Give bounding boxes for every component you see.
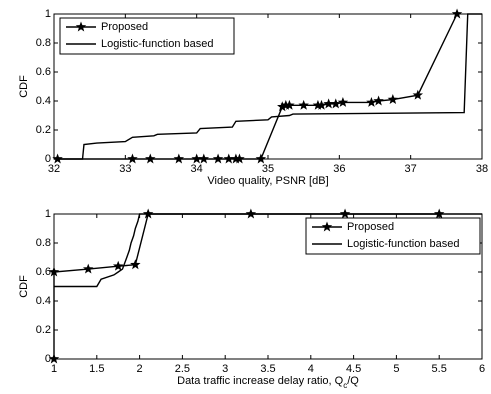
star-marker (451, 8, 463, 19)
star-marker (316, 99, 327, 110)
x-tick-label: 32 (48, 163, 60, 175)
star-marker (323, 98, 334, 109)
star-marker (373, 95, 384, 106)
star-marker (337, 96, 349, 107)
y-tick-label: 0.8 (36, 37, 51, 49)
legend-label: Logistic-function based (101, 38, 214, 50)
x-tick-label: 38 (476, 163, 488, 175)
legend-box (305, 217, 481, 255)
x-axis-label-part: /Q (347, 375, 359, 387)
star-marker (145, 153, 156, 164)
series-line (54, 213, 482, 288)
x-axis-label: Data traffic increase delay ratio, Qc/Q (177, 375, 359, 390)
x-tick-label: 37 (405, 163, 417, 175)
star-marker (330, 98, 341, 109)
star-marker (387, 94, 399, 104)
y-tick-label: 0 (45, 353, 51, 365)
x-tick-label: 5 (393, 363, 399, 375)
x-tick-label: 35 (262, 163, 274, 175)
star-marker (127, 153, 138, 164)
star-marker (366, 96, 377, 107)
x-tick-label: 36 (333, 163, 345, 175)
legend-label: Proposed (347, 221, 394, 233)
star-marker (412, 89, 424, 100)
x-tick-label: 5.5 (432, 363, 447, 375)
y-tick-label: 0.2 (36, 124, 51, 136)
legend-label: Proposed (101, 21, 148, 33)
x-tick-label: 4.5 (346, 363, 361, 375)
y-axis-label: CDF (18, 275, 30, 298)
star-marker (298, 99, 309, 110)
star-marker (48, 353, 60, 364)
legend-label: Logistic-function based (347, 238, 460, 250)
x-tick-label: 1 (51, 363, 57, 375)
x-tick-label: 4 (308, 363, 314, 375)
legend-marker (321, 221, 333, 232)
y-tick-label: 0.2 (36, 324, 51, 336)
x-tick-label: 2.5 (175, 363, 190, 375)
star-marker (212, 153, 224, 164)
star-marker (223, 153, 234, 164)
y-tick-label: 0.8 (36, 237, 51, 249)
star-marker (191, 153, 202, 164)
y-tick-label: 1 (45, 208, 51, 220)
star-marker (112, 260, 124, 271)
star-marker (277, 101, 288, 112)
x-axis-label: Video quality, PSNR [dB] (207, 175, 328, 187)
star-marker (284, 99, 295, 110)
star-marker (198, 153, 210, 164)
y-tick-label: 1 (45, 8, 51, 20)
series-line (54, 13, 482, 160)
x-tick-label: 34 (191, 163, 203, 175)
x-tick-label: 6 (479, 363, 485, 375)
legend-box (59, 17, 235, 55)
y-tick-label: 0.6 (36, 266, 51, 278)
x-tick-label: 2 (137, 363, 143, 375)
y-tick-label: 0.4 (36, 295, 51, 307)
y-axis-label: CDF (18, 75, 30, 98)
x-axis-label-part: Data traffic increase delay ratio, Q (177, 375, 344, 387)
x-axis-label-part: c (343, 381, 347, 390)
x-tick-label: 1.5 (89, 363, 104, 375)
star-marker (130, 259, 141, 270)
star-marker (234, 153, 245, 164)
x-axis-label-part: Video quality, PSNR [dB] (207, 175, 328, 187)
x-tick-label: 33 (119, 163, 131, 175)
star-marker (173, 153, 185, 164)
star-marker (83, 263, 94, 274)
y-tick-label: 0.4 (36, 95, 51, 107)
star-marker (48, 266, 60, 277)
legend-marker (75, 21, 87, 32)
x-tick-label: 3.5 (260, 363, 275, 375)
y-tick-label: 0 (45, 153, 51, 165)
y-tick-label: 0.6 (36, 66, 51, 78)
star-marker (255, 153, 267, 164)
x-tick-label: 3 (222, 363, 228, 375)
